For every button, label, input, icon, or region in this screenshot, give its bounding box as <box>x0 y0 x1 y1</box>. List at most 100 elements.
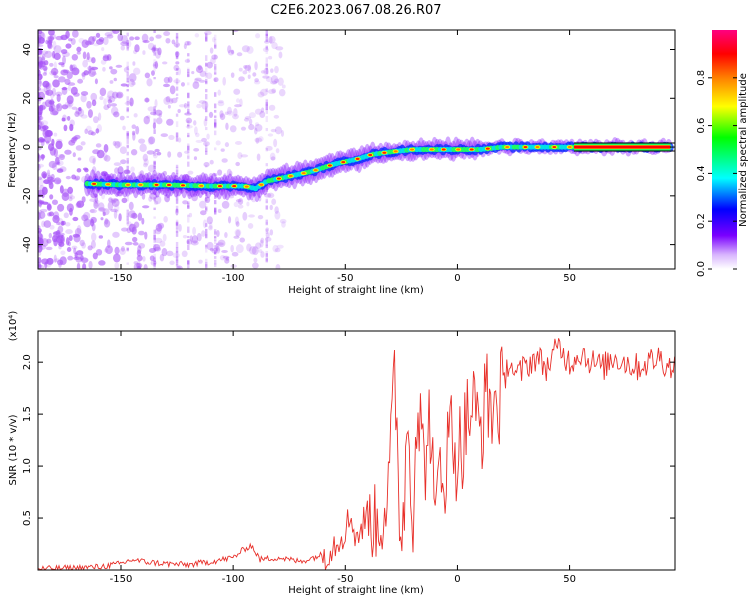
spectrogram-noise-blob <box>49 98 55 108</box>
spectrogram-noise-blob <box>259 110 266 119</box>
spectrogram-streak-blob <box>265 102 268 106</box>
spectrogram-noise-blob <box>233 201 239 208</box>
spectrogram-streak-blob <box>205 176 208 181</box>
spectrogram-noise-blob <box>98 202 105 211</box>
spectrogram-noise-blob <box>93 201 99 209</box>
ridge-peak-inner <box>410 148 415 151</box>
spectrogram-noise-blob <box>143 115 150 125</box>
spectrogram-noise-blob <box>81 214 89 222</box>
spectrogram-streak-blob <box>205 150 208 155</box>
spectrogram-streak-blob <box>205 262 208 267</box>
spectrogram-streak-blob <box>265 37 268 42</box>
spectrogram-streak-blob <box>213 259 217 265</box>
spectrogram-noise-blob <box>55 35 64 41</box>
spectrogram-streak-blob <box>187 67 190 73</box>
spectrogram-streak-blob <box>175 177 179 182</box>
spectrogram-streak-blob <box>126 219 129 225</box>
spectrogram-noise-blob <box>87 245 93 251</box>
spectrogram-noise-blob <box>209 178 213 184</box>
spectrogram-noise-blob <box>66 115 71 121</box>
spectrogram-streak-blob <box>175 205 179 211</box>
spectrogram-streak-blob <box>175 259 179 263</box>
spectrogram-streak-blob <box>187 178 190 183</box>
spectrogram-noise-blob <box>109 80 114 84</box>
spectrogram-noise-blob <box>270 68 274 73</box>
spectrogram-noise-blob <box>107 239 111 249</box>
spectrogram-noise-blob <box>57 154 66 158</box>
spectrogram-noise-blob <box>94 195 99 203</box>
spectrogram-noise-blob <box>47 212 52 217</box>
spectrogram-noise-blob <box>151 70 155 76</box>
spectrogram-streak-blob <box>175 222 179 227</box>
spectrogram-noise-blob <box>216 242 224 246</box>
spectrogram-streak-blob <box>213 119 217 125</box>
spectrogram-noise-blob <box>129 223 135 233</box>
spectrogram-noise-blob <box>252 72 257 77</box>
spectrogram-noise-blob <box>202 219 207 229</box>
spectrogram-streak-blob <box>265 116 268 123</box>
spectrogram-streak-blob <box>175 264 179 267</box>
spectrogram-noise-blob <box>58 241 65 247</box>
colorbar-tick-label: 0.6 <box>696 118 707 134</box>
spectrogram-noise-blob <box>38 230 42 235</box>
spectrogram-noise-blob <box>162 233 167 242</box>
spectrogram-x-ticks: -150 -100 -50 0 50 <box>110 30 576 284</box>
spectrogram-noise-blob <box>83 211 91 220</box>
spectrogram-noise-blob <box>42 124 47 132</box>
spectrogram-noise-blob <box>38 86 41 91</box>
spectrogram-streak-blob <box>205 193 208 199</box>
colorbar-gradient <box>712 30 737 269</box>
spectrogram-noise-blob <box>142 256 146 262</box>
spectrogram-streak-blob <box>205 73 208 78</box>
spectrogram-noise-blob <box>208 111 214 119</box>
spectrogram-noise-blob <box>41 220 46 228</box>
spectrogram-streak-blob <box>213 200 217 205</box>
spectrogram-noise-blob <box>71 106 78 110</box>
spectrogram-noise-blob <box>65 175 71 180</box>
spectrogram-streak-blob <box>265 65 268 70</box>
spectrogram-streak-blob <box>205 223 208 227</box>
spectrogram-noise-blob <box>270 128 277 133</box>
spectrogram-noise-blob <box>251 262 259 269</box>
spectrogram-noise-blob <box>169 98 174 104</box>
spectrogram-streak-blob <box>175 164 179 168</box>
ridge-peak-inner <box>341 161 346 164</box>
spectrogram-noise-blob <box>196 103 202 109</box>
spectrogram-streak-blob <box>187 214 190 217</box>
spectrogram-noise-blob <box>232 113 239 120</box>
spectrogram-noise-blob <box>157 47 162 56</box>
spectrogram-streak-blob <box>175 172 179 177</box>
spectrogram-noise-blob <box>70 86 78 95</box>
spectrogram-noise-blob <box>260 237 265 244</box>
spectrogram-noise-blob <box>186 239 193 245</box>
spectrogram-streak-blob <box>265 148 268 152</box>
y-tick-label: 40 <box>22 43 33 56</box>
spectrogram-streak-blob <box>213 34 217 40</box>
spectrogram-streak-blob <box>213 103 217 109</box>
spectrogram-noise-blob <box>67 186 74 194</box>
spectrogram-noise-blob <box>244 64 251 72</box>
spectrogram-noise-blob <box>144 72 151 79</box>
spectrogram-noise-blob <box>45 89 54 96</box>
spectrogram-noise-blob <box>225 122 229 131</box>
spectrogram-noise-blob <box>275 46 284 51</box>
spectrogram-streak-blob <box>187 120 190 124</box>
spectrogram-streak-blob <box>265 30 268 36</box>
spectrogram-noise-blob <box>177 151 183 158</box>
spectrogram-noise-blob <box>272 244 279 253</box>
spectrogram-noise-blob <box>217 169 223 176</box>
spectrogram-noise-blob <box>103 219 111 228</box>
spectrogram-streak-blob <box>126 100 129 104</box>
spectrogram-streak-blob <box>153 256 156 263</box>
spectrogram-noise-blob <box>51 108 59 116</box>
spectrogram-streak-blob <box>265 198 268 203</box>
spectrogram-noise-blob <box>90 216 97 224</box>
spectrogram-noise-blob <box>121 197 128 204</box>
spectrogram-noise-blob <box>81 196 86 203</box>
spectrogram-streak-blob <box>126 101 129 106</box>
spectrogram-streak-blob <box>175 241 179 248</box>
spectrogram-noise-blob <box>38 115 41 124</box>
spectrogram-streak-blob <box>126 248 129 251</box>
spectrogram-noise-blob <box>90 131 96 136</box>
spectrogram-noise-blob <box>45 83 51 89</box>
